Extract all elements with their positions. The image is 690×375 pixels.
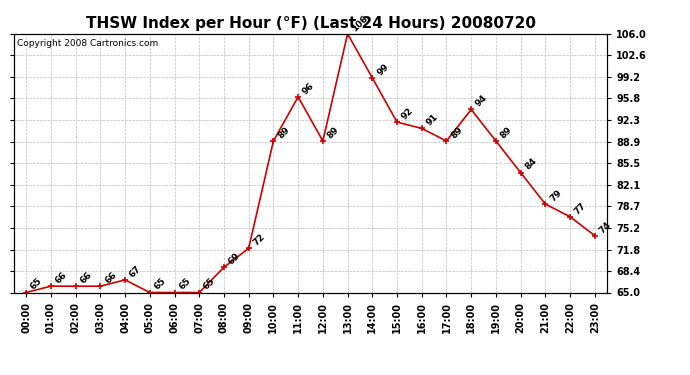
Text: 69: 69 [227,251,242,267]
Text: 94: 94 [474,93,489,109]
Text: 89: 89 [449,125,464,140]
Text: 67: 67 [128,264,143,279]
Text: 65: 65 [177,276,193,292]
Text: 79: 79 [548,188,564,203]
Text: 65: 65 [202,276,217,292]
Text: 89: 89 [499,125,514,140]
Text: Copyright 2008 Cartronics.com: Copyright 2008 Cartronics.com [17,39,158,48]
Text: 65: 65 [152,276,168,292]
Text: 77: 77 [573,201,589,216]
Text: 65: 65 [29,276,44,292]
Text: 72: 72 [251,232,267,248]
Text: 89: 89 [276,125,291,140]
Text: 106: 106 [351,13,370,33]
Title: THSW Index per Hour (°F) (Last 24 Hours) 20080720: THSW Index per Hour (°F) (Last 24 Hours)… [86,16,535,31]
Text: 74: 74 [598,219,613,235]
Text: 91: 91 [424,112,440,128]
Text: 66: 66 [103,270,118,285]
Text: 89: 89 [326,125,341,140]
Text: 99: 99 [375,62,391,77]
Text: 92: 92 [400,106,415,122]
Text: 66: 66 [79,270,94,285]
Text: 84: 84 [524,156,539,172]
Text: 66: 66 [54,270,69,285]
Text: 96: 96 [301,81,316,96]
